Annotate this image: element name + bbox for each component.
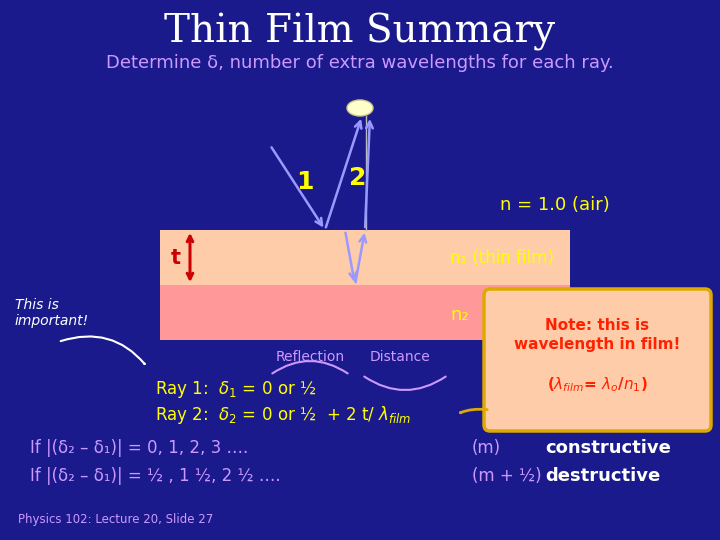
Text: If |(δ₂ – δ₁)| = ½ , 1 ½, 2 ½ ….: If |(δ₂ – δ₁)| = ½ , 1 ½, 2 ½ …. bbox=[30, 467, 281, 485]
Text: This is
important!: This is important! bbox=[15, 298, 89, 328]
Ellipse shape bbox=[347, 100, 373, 116]
Text: Ray 2:  $\delta_2$ = 0 or ½  + 2 t/ $\lambda_{film}$: Ray 2: $\delta_2$ = 0 or ½ + 2 t/ $\lamb… bbox=[155, 404, 411, 426]
Text: destructive: destructive bbox=[545, 467, 660, 485]
FancyArrowPatch shape bbox=[60, 336, 145, 364]
Text: If |(δ₂ – δ₁)| = 0, 1, 2, 3 ….: If |(δ₂ – δ₁)| = 0, 1, 2, 3 …. bbox=[30, 439, 248, 457]
Text: (m + ½): (m + ½) bbox=[472, 467, 541, 485]
FancyArrowPatch shape bbox=[460, 409, 487, 413]
Text: Note: this is: Note: this is bbox=[545, 318, 649, 333]
Text: Ray 1:  $\delta_1$ = 0 or ½: Ray 1: $\delta_1$ = 0 or ½ bbox=[155, 380, 316, 401]
Text: Reflection: Reflection bbox=[276, 350, 345, 364]
FancyBboxPatch shape bbox=[484, 289, 711, 431]
Bar bbox=[160, 230, 570, 285]
Text: (m): (m) bbox=[472, 439, 501, 457]
Text: n₂: n₂ bbox=[450, 306, 469, 324]
Text: Thin Film Summary: Thin Film Summary bbox=[164, 13, 556, 51]
Text: wavelength in film!: wavelength in film! bbox=[514, 338, 680, 353]
Text: 2: 2 bbox=[349, 166, 366, 190]
Text: Distance: Distance bbox=[369, 350, 431, 364]
Text: n₁ (thin film): n₁ (thin film) bbox=[450, 249, 554, 267]
Bar bbox=[160, 285, 570, 340]
Text: 1: 1 bbox=[296, 170, 314, 194]
Text: t: t bbox=[171, 247, 181, 267]
Text: Determine δ, number of extra wavelengths for each ray.: Determine δ, number of extra wavelengths… bbox=[106, 54, 614, 72]
Text: constructive: constructive bbox=[545, 439, 671, 457]
Text: ($\lambda_{film}$= $\lambda_o$/$n_1$): ($\lambda_{film}$= $\lambda_o$/$n_1$) bbox=[546, 376, 647, 394]
Text: n = 1.0 (air): n = 1.0 (air) bbox=[500, 196, 610, 214]
Text: Physics 102: Lecture 20, Slide 27: Physics 102: Lecture 20, Slide 27 bbox=[18, 514, 213, 526]
